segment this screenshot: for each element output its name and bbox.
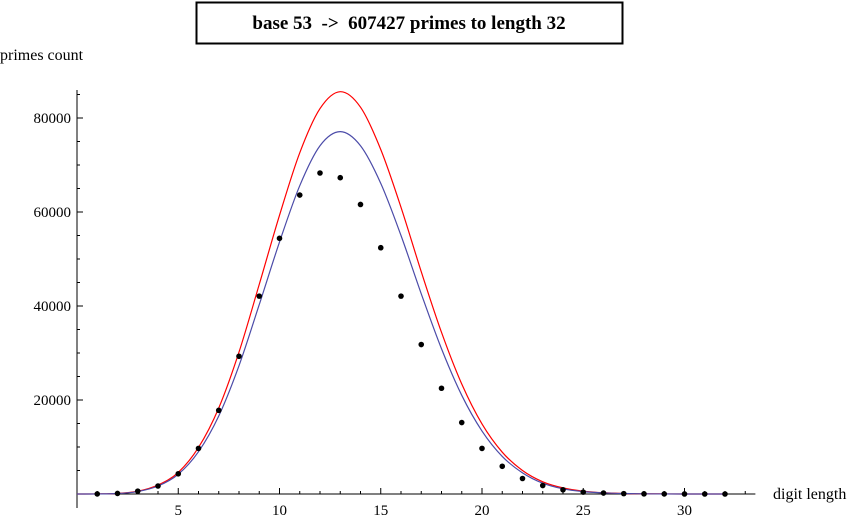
data-point (600, 490, 607, 496)
plot-area: 5 10 15 20 25 30 20000 40000 60000 80000 (34, 90, 756, 519)
data-point (539, 482, 546, 489)
data-point (377, 244, 384, 251)
data-point (560, 486, 566, 493)
x-tick-label: 15 (373, 503, 388, 519)
x-tick-label: 30 (677, 503, 692, 519)
x-tick-label: 20 (475, 503, 490, 519)
data-point (418, 341, 425, 348)
data-point (479, 445, 485, 452)
data-point (337, 174, 344, 181)
data-point (580, 489, 587, 495)
x-axis-title: digit length (773, 486, 846, 503)
y-axis-title: primes count (0, 47, 84, 64)
data-point (499, 463, 506, 470)
y-tick-label: 20000 (34, 393, 72, 409)
y-tick-label: 40000 (34, 299, 72, 315)
chart-title-box: base 53 -> 607427 primes to length 32 (195, 1, 624, 45)
data-point (215, 407, 222, 414)
data-point (620, 490, 627, 497)
data-point (175, 470, 182, 477)
chart-title-frame (195, 1, 624, 45)
y-tick-label: 80000 (34, 111, 72, 127)
data-point (661, 491, 668, 497)
data-point (701, 491, 708, 497)
lower-curve (76, 131, 726, 495)
data-point (195, 445, 202, 452)
data-point (256, 293, 263, 299)
data-point (296, 192, 303, 198)
data-point (114, 490, 121, 497)
upper-curve (76, 91, 726, 495)
data-point (458, 419, 465, 426)
data-point (519, 475, 526, 482)
x-tick-label: 10 (272, 503, 287, 519)
chart-title: base 53 -> 607427 primes to length 32 (252, 13, 565, 34)
y-tick-label: 60000 (34, 205, 72, 221)
data-point (722, 491, 728, 497)
data-point (134, 488, 141, 494)
data-point (357, 201, 364, 208)
data-point (438, 385, 445, 392)
x-tick-label: 5 (175, 503, 183, 519)
data-point (317, 170, 323, 176)
data-point (236, 353, 242, 360)
data-point (681, 491, 688, 497)
data-point (641, 491, 647, 497)
x-tick-label: 25 (576, 503, 591, 519)
data-point (94, 491, 101, 497)
data-point (276, 235, 283, 242)
data-point (155, 483, 161, 489)
data-point (398, 293, 404, 299)
